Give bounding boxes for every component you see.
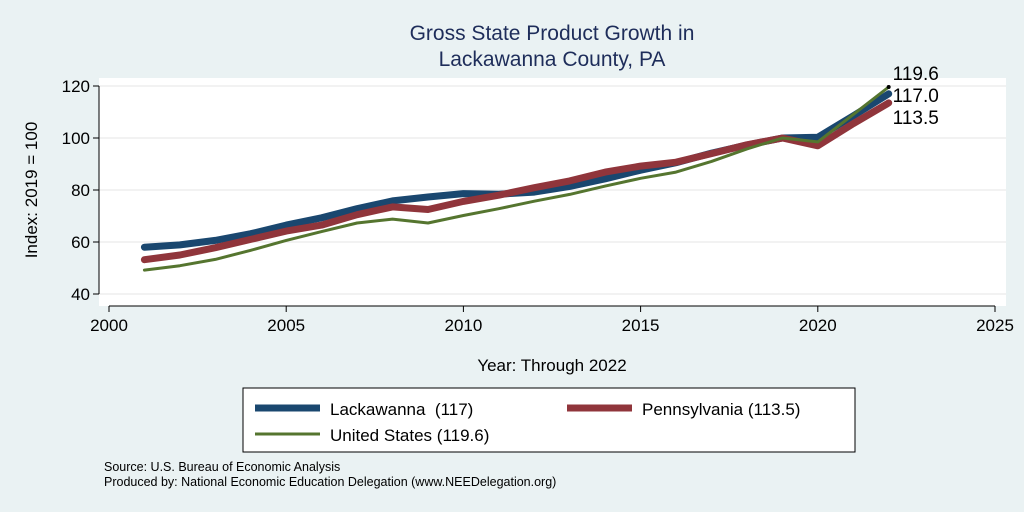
end-point-marker xyxy=(886,85,891,90)
chart-title-line-1: Gross State Product Growth in xyxy=(410,22,695,45)
end-value-label: 119.6 xyxy=(893,64,939,85)
y-tick-label: 60 xyxy=(71,233,90,252)
legend-label-pennsylvania: Pennsylvania (113.5) xyxy=(642,400,800,419)
x-tick-label: 2020 xyxy=(799,316,837,335)
chart-title-line-2: Lackawanna County, PA xyxy=(439,48,666,71)
x-tick-label: 2000 xyxy=(90,316,128,335)
end-value-label: 113.5 xyxy=(893,108,939,129)
y-tick-label: 120 xyxy=(62,77,90,96)
y-tick-label: 80 xyxy=(71,181,90,200)
x-tick-label: 2025 xyxy=(976,316,1014,335)
series-layer xyxy=(140,85,893,272)
y-axis-title: Index: 2019 = 100 xyxy=(22,122,41,259)
legend-label-lackawanna: Lackawanna (117) xyxy=(330,400,473,419)
x-tick-label: 2005 xyxy=(267,316,305,335)
legend: Lackawanna (117) Pennsylvania (113.5) Un… xyxy=(242,387,856,453)
axes: 40 60 80 100 120 2000 2005 2010 2015 2020 2025 xyxy=(62,77,1014,335)
end-value-label: 117.0 xyxy=(893,86,939,107)
produced-by-note: Produced by: National Economic Education… xyxy=(104,475,556,489)
x-axis-title: Year: Through 2022 xyxy=(477,356,626,375)
series-line-1 xyxy=(140,99,893,264)
source-note: Source: U.S. Bureau of Economic Analysis xyxy=(104,460,340,474)
y-tick-label: 100 xyxy=(62,129,90,148)
x-tick-label: 2015 xyxy=(622,316,660,335)
legend-label-united-states: United States (119.6) xyxy=(330,426,489,445)
legend-box xyxy=(242,387,856,453)
series-line-2 xyxy=(142,85,891,272)
y-tick-label: 40 xyxy=(71,285,90,304)
x-tick-label: 2010 xyxy=(444,316,482,335)
